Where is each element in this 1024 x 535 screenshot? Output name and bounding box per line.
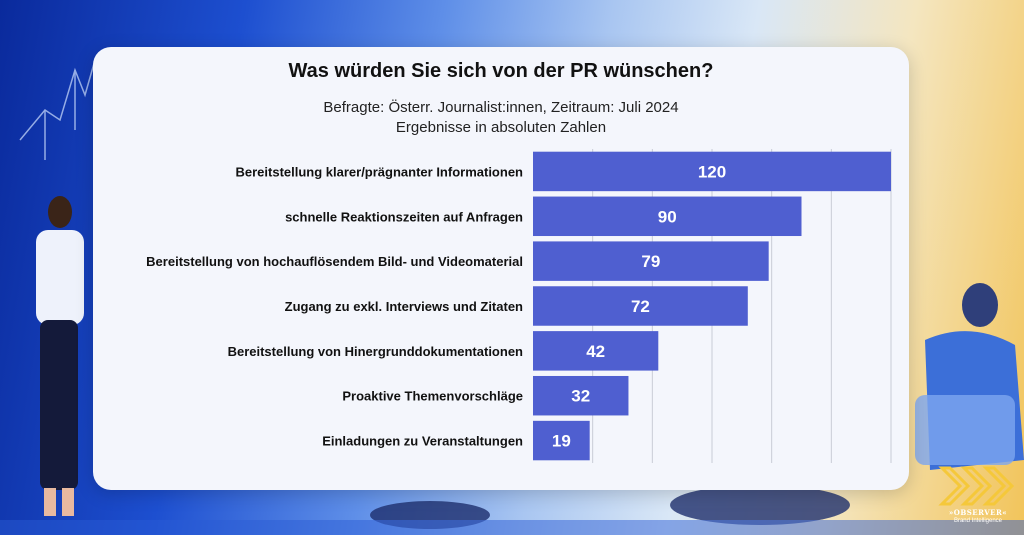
background-line-chart (19, 59, 96, 160)
category-label: Zugang zu exkl. Interviews und Zitaten (285, 299, 523, 314)
chart-subtitle-line-2: Ergebnisse in absoluten Zahlen (395, 119, 607, 136)
bar (533, 375, 629, 416)
bar-data-label: 72 (631, 297, 650, 316)
woman-figure (36, 196, 84, 516)
bar (533, 420, 590, 461)
bar-data-label: 19 (552, 432, 571, 451)
bar-data-label: 79 (641, 252, 660, 271)
observer-logo: »OBSERVER« Brand Intelligence (938, 462, 1018, 530)
bar (533, 151, 891, 192)
bar (533, 286, 748, 326)
bar (533, 331, 659, 371)
bar-data-label: 42 (586, 342, 605, 361)
observer-logo-subtext: Brand Intelligence (953, 518, 1003, 524)
observer-logo-text: »OBSERVER« (948, 508, 1008, 517)
category-label: Einladungen zu Veranstaltungen (322, 434, 523, 449)
man-figure (915, 283, 1024, 470)
bar (533, 196, 802, 237)
bar-data-label: 90 (658, 207, 677, 226)
chart-card: Was würden Sie sich von der PR wünschen?… (93, 47, 909, 490)
chart-title: Was würden Sie sich von der PR wünschen? (288, 60, 714, 82)
bar (533, 241, 769, 281)
category-label: Bereitstellung von hochauflösendem Bild-… (146, 254, 523, 269)
category-label: Bereitstellung von Hinergrunddokumentati… (228, 344, 523, 359)
floor-figures (0, 485, 1024, 535)
category-label: Proaktive Themenvorschläge (342, 389, 523, 404)
category-label: Bereitstellung klarer/prägnanter Informa… (235, 164, 523, 179)
bar-data-label: 32 (571, 387, 590, 406)
bar-data-label: 120 (698, 162, 726, 181)
bar-chart: 120 Bereitstellung klarer/prägnanter Info… (146, 149, 892, 463)
category-label: schnelle Reaktionszeiten auf Anfragen (285, 209, 523, 224)
chart-subtitle-line-1: Befragte: Österr. Journalist:innen, Zeit… (323, 99, 679, 116)
observer-logo-chevrons-icon (938, 466, 1015, 506)
